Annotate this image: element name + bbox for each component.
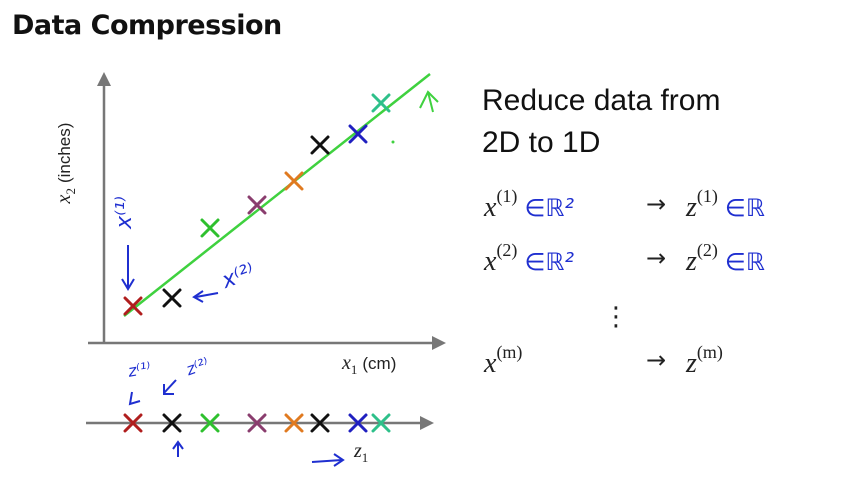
row-m-z: z(m) [686,342,723,379]
point-2d-8 [371,93,391,113]
point-1d-6 [310,413,330,433]
point-2d-2 [162,288,182,308]
y-axis-label: x2 (inches) [53,122,78,204]
row-1-x-set: ∈ℝ² [524,194,574,222]
x-axis-label: x1 (cm) [342,352,397,377]
slide-title: Data Compression [12,10,282,41]
row-m-x: x(m) [484,342,523,379]
z2-annotation-arrow [163,384,174,395]
z1-annotation-arrow [128,391,141,406]
point-2d-5 [284,171,304,191]
row-m-arrow: → [646,346,667,374]
point-2d-7 [348,124,368,144]
row-2-z-set: ∈ℝ [724,248,765,276]
fitted-line [123,73,431,317]
reduce-text-line2: 2D to 1D [482,126,601,159]
point-1d-5 [284,413,304,433]
row-1-x: x(1) ∈ℝ² [484,186,574,223]
row-2-x: x(2) ∈ℝ² [484,240,574,277]
row-1-arrow: → [646,190,667,218]
point-1d-2 [162,413,182,433]
point-1d-4 [247,413,267,433]
point-2d-1 [123,296,143,316]
z-axis-label: z1 [354,440,369,465]
data-points-2d [123,93,391,316]
z-axis-arrowhead [420,416,434,430]
x2-annotation-arrow [195,292,219,298]
y-axis-arrowhead [97,72,111,86]
row-1-z: z(1) ∈ℝ [686,186,765,223]
row-2-x-set: ∈ℝ² [524,248,574,276]
x1-note: x⁽¹⁾ [111,196,137,229]
reduce-text-line1: Reduce data from [482,84,721,117]
z1-note: z⁽¹⁾ [126,358,153,381]
point-2d-6 [310,135,330,155]
data-points-1d [123,413,391,433]
row-2-z: z(2) ∈ℝ [686,240,765,277]
point-2d-4 [247,195,267,215]
x-axis-arrowhead [432,336,446,350]
point-1d-1 [123,413,143,433]
row-1-z-set: ∈ℝ [724,194,765,222]
point-1d-8 [371,413,391,433]
point-1d-3 [200,413,220,433]
z-direction-arrow [311,459,343,463]
row-2-arrow: → [646,244,667,272]
vertical-ellipsis: ⋮ [603,302,629,332]
point-2d-3 [200,218,220,238]
point-1d-7 [348,413,368,433]
